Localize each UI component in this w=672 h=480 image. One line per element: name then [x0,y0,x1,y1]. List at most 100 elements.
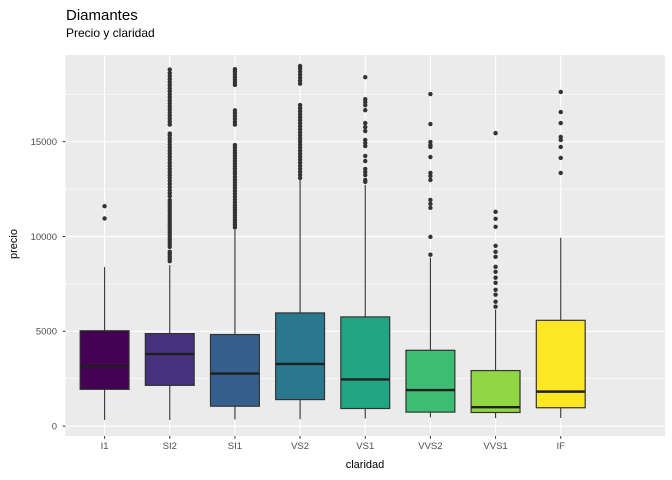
box-VVS1 [470,369,521,414]
outlier-point-VVS1 [493,280,498,285]
box-SI1 [209,333,260,407]
outlier-point-SI1 [232,142,238,148]
x-tick-label: SI1 [228,441,242,452]
outlier-point-VVS2 [428,201,433,207]
outlier-point-SI2 [167,142,172,147]
outlier-point-SI2 [167,197,172,203]
outlier-point-VS1 [363,124,368,130]
outlier-point-VVS2 [428,252,433,257]
outlier-point-IF [558,170,563,176]
outlier-point-SI2 [167,85,172,91]
outlier-point-VVS2 [428,197,433,203]
outlier-point-VS2 [297,136,303,141]
box-VS2 [275,312,326,401]
outlier-point-VVS1 [493,304,498,309]
outlier-point-VS2 [297,151,303,156]
x-tick-label: I1 [101,441,109,452]
outlier-point-SI2 [167,181,172,187]
outlier-point-VS1 [363,153,368,159]
outlier-point-VS2 [297,108,303,114]
outlier-point-VVS1 [493,264,498,270]
outlier-point-SI1 [232,108,238,113]
plot-subtitle: Precio y claridad [66,26,155,40]
outlier-point-SI2 [167,157,172,162]
outlier-point-VS2 [297,172,303,178]
outlier-point-VS2 [297,130,303,135]
outlier-point-VVS1 [493,216,498,222]
outlier-point-SI2 [167,82,172,88]
outlier-point-VS2 [297,72,303,77]
outlier-point-VVS1 [493,299,498,304]
outlier-point-VS2 [297,145,303,150]
outlier-point-SI2 [167,249,172,255]
box-I1 [79,330,130,390]
outlier-point-SI2 [167,172,172,178]
outlier-point-SI2 [167,73,172,79]
outlier-point-VS2 [297,78,303,83]
outlier-point-SI2 [167,119,172,124]
box-VS1 [340,316,391,410]
outlier-point-SI2 [167,145,172,150]
outlier-point-SI2 [167,151,172,156]
x-axis-title: claridad [345,459,385,471]
outlier-point-VS2 [297,105,303,111]
outlier-point-VS1 [363,143,368,149]
outlier-point-VS2 [297,118,303,123]
outlier-point-SI2 [167,110,172,115]
outlier-point-SI2 [167,116,172,121]
outlier-point-VS2 [297,163,303,168]
outlier-point-IF [558,137,563,143]
outlier-point-VS1 [363,172,368,178]
outlier-point-VS2 [297,169,303,175]
outlier-point-VVS2 [428,121,433,127]
outlier-point-VS1 [363,140,368,146]
outlier-point-SI2 [167,187,172,193]
outlier-point-SI2 [167,67,172,72]
outlier-point-SI2 [167,139,172,144]
outlier-point-VS2 [297,102,303,108]
outlier-point-VVS1 [493,287,498,292]
outlier-point-SI2 [167,178,172,184]
outlier-point-VS2 [297,69,303,74]
x-tick-label: VS2 [291,441,309,452]
y-tick-label: 0 [52,421,57,432]
outlier-point-VS2 [297,160,303,165]
outlier-point-IF [558,134,563,140]
y-tick-label: 15000 [31,137,57,148]
outlier-point-VVS2 [428,234,433,240]
outlier-point-VS1 [363,166,368,172]
outlier-point-VS2 [297,139,303,144]
outlier-point-VVS2 [428,154,433,160]
outlier-point-VVS2 [428,91,433,97]
outlier-point-SI2 [167,113,172,118]
outlier-point-VVS2 [428,139,433,145]
outlier-point-VVS2 [428,205,433,211]
outlier-point-VS1 [363,74,368,80]
outlier-point-VVS1 [493,243,498,248]
outlier-point-SI2 [167,101,172,106]
outlier-point-I1 [102,216,107,221]
outlier-point-SI2 [167,136,172,141]
outlier-point-VS1 [363,169,368,175]
outlier-point-IF [558,120,563,126]
outlier-point-VS2 [297,63,303,69]
outlier-point-VS1 [363,107,368,113]
outlier-point-SI2 [167,76,172,82]
outlier-point-VS2 [297,166,303,171]
outlier-point-VVS1 [493,249,498,255]
outlier-point-VS2 [297,81,303,86]
outlier-point-VS2 [297,121,303,126]
outlier-point-VS2 [297,133,303,138]
outlier-point-SI2 [167,107,172,112]
outlier-point-VS2 [297,115,303,120]
outlier-point-SI2 [167,190,172,196]
outlier-point-SI2 [167,148,172,153]
outlier-point-SI2 [167,175,172,181]
outlier-point-VVS2 [428,177,433,183]
outlier-point-VS1 [363,158,368,164]
y-tick-label: 10000 [31,232,57,243]
outlier-point-VVS1 [493,269,498,274]
outlier-point-SI2 [167,166,172,171]
